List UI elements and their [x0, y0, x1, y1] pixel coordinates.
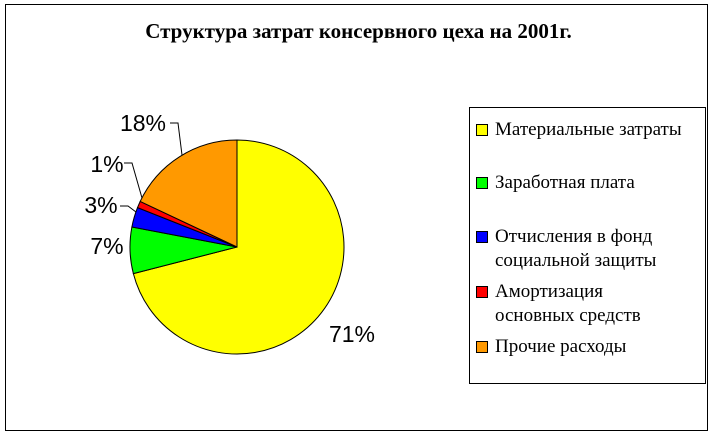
slice-label-material: 71% [329, 321, 375, 347]
slice-label-social: 3% [84, 192, 117, 218]
leader-lines [120, 122, 183, 213]
pie-slices [129, 139, 345, 355]
legend-item-material: Материальные затраты [476, 118, 682, 142]
legend-swatch-depreciation [476, 286, 488, 298]
legend-label-social: Отчисления в фонд социальной защиты [495, 226, 657, 271]
slice-label-other: 18% [120, 110, 166, 136]
legend-swatch-other [476, 341, 488, 353]
legend-label-material: Материальные затраты [495, 119, 682, 140]
legend-label-depreciation: Амортизация основных средств [495, 281, 641, 326]
leader-line-other [170, 122, 183, 156]
legend: Материальные затраты Заработная плата От… [469, 107, 706, 384]
pie-slice-other [139, 139, 238, 248]
slice-label-wages: 7% [90, 233, 123, 259]
pie-slice-material [132, 139, 345, 355]
legend-item-social: Отчисления в фонд социальной защиты [476, 225, 656, 273]
legend-label-wages: Заработная плата [495, 172, 635, 193]
chart-title: Структура затрат консервного цеха на 200… [145, 19, 572, 43]
legend-item-other: Прочие расходы [476, 335, 626, 359]
legend-item-depreciation: Амортизация основных средств [476, 280, 641, 328]
leader-line-social [120, 205, 137, 213]
legend-swatch-material [476, 124, 488, 136]
legend-swatch-social [476, 231, 488, 243]
slice-label-depreciation: 1% [90, 151, 123, 177]
legend-item-wages: Заработная плата [476, 171, 635, 195]
legend-label-other: Прочие расходы [495, 336, 627, 357]
slice-labels: 71% 7% 3% 1% 18% [84, 110, 375, 347]
leader-line-depreciation [124, 162, 143, 199]
legend-swatch-wages [476, 177, 488, 189]
